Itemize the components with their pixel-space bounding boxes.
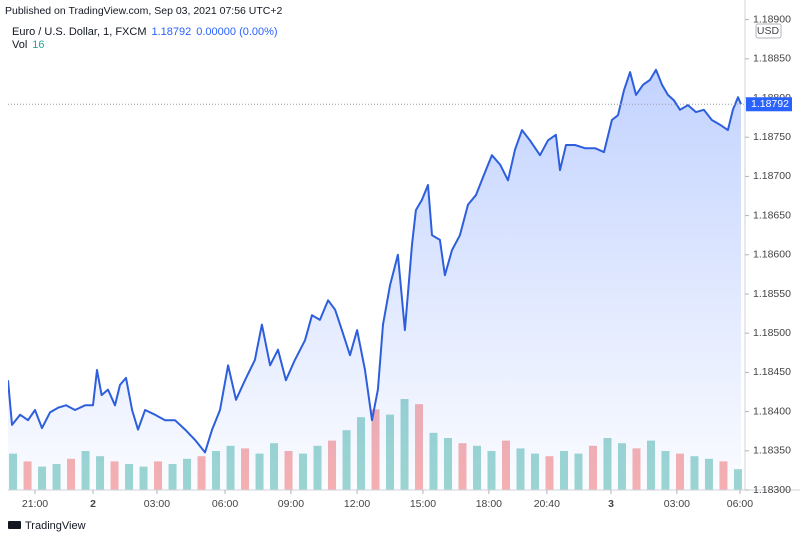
x-tick-label: 2: [90, 498, 96, 510]
y-tick-label: 1.18750: [753, 131, 791, 143]
last-price-box: [746, 97, 792, 112]
x-tick-label: 21:00: [22, 498, 48, 510]
x-tick-label: 06:00: [212, 498, 238, 510]
x-tick-label: 12:00: [344, 498, 370, 510]
x-tick-label: 03:00: [664, 498, 690, 510]
y-tick-label: 1.18700: [753, 170, 791, 182]
brand: TradingView: [25, 520, 86, 532]
currency: USD: [757, 25, 780, 37]
x-tick-label: 03:00: [144, 498, 170, 510]
price-line: [8, 68, 742, 454]
footer-logo: [8, 521, 21, 529]
y-tick-label: 1.18650: [753, 209, 791, 221]
x-tick-label: 20:40: [534, 498, 560, 510]
y-tick-label: 1.18900: [753, 13, 791, 25]
y-tick-label: 1.18550: [753, 288, 791, 300]
last-price-label: 1.18792: [751, 98, 789, 110]
y-tick-label: 1.18300: [753, 484, 791, 496]
y-tick-label: 1.18850: [753, 53, 791, 65]
x-tick-label: 15:00: [410, 498, 436, 510]
y-tick-label: 1.18600: [753, 249, 791, 261]
currency-box: [755, 23, 782, 39]
symbol: Euro / U.S. Dollar, 1, FXCM: [12, 26, 146, 38]
x-tick-label: 3: [608, 498, 614, 510]
axes: 1.18300 1.18350 1.18400 1.18450 1.18500 1.185…: [22, 13, 792, 510]
vol-value: 16: [32, 39, 44, 51]
price-area: [8, 69, 741, 490]
price: 1.18792: [151, 26, 191, 38]
y-tick-label: 1.18500: [753, 327, 791, 339]
published: Published on TradingView.com, Sep 03, 20…: [5, 5, 283, 17]
vol-label: Vol: [12, 39, 27, 51]
y-tick-label: 1.18400: [753, 405, 791, 417]
change: 0.00000 (0.00%): [196, 26, 277, 38]
plot-layer: [8, 68, 745, 490]
y-tick-label: 1.18350: [753, 445, 791, 457]
x-tick-label: 18:00: [476, 498, 502, 510]
x-tick-label: 06:00: [727, 498, 753, 510]
y-tick-label: 1.18450: [753, 366, 791, 378]
x-tick-label: 09:00: [278, 498, 304, 510]
